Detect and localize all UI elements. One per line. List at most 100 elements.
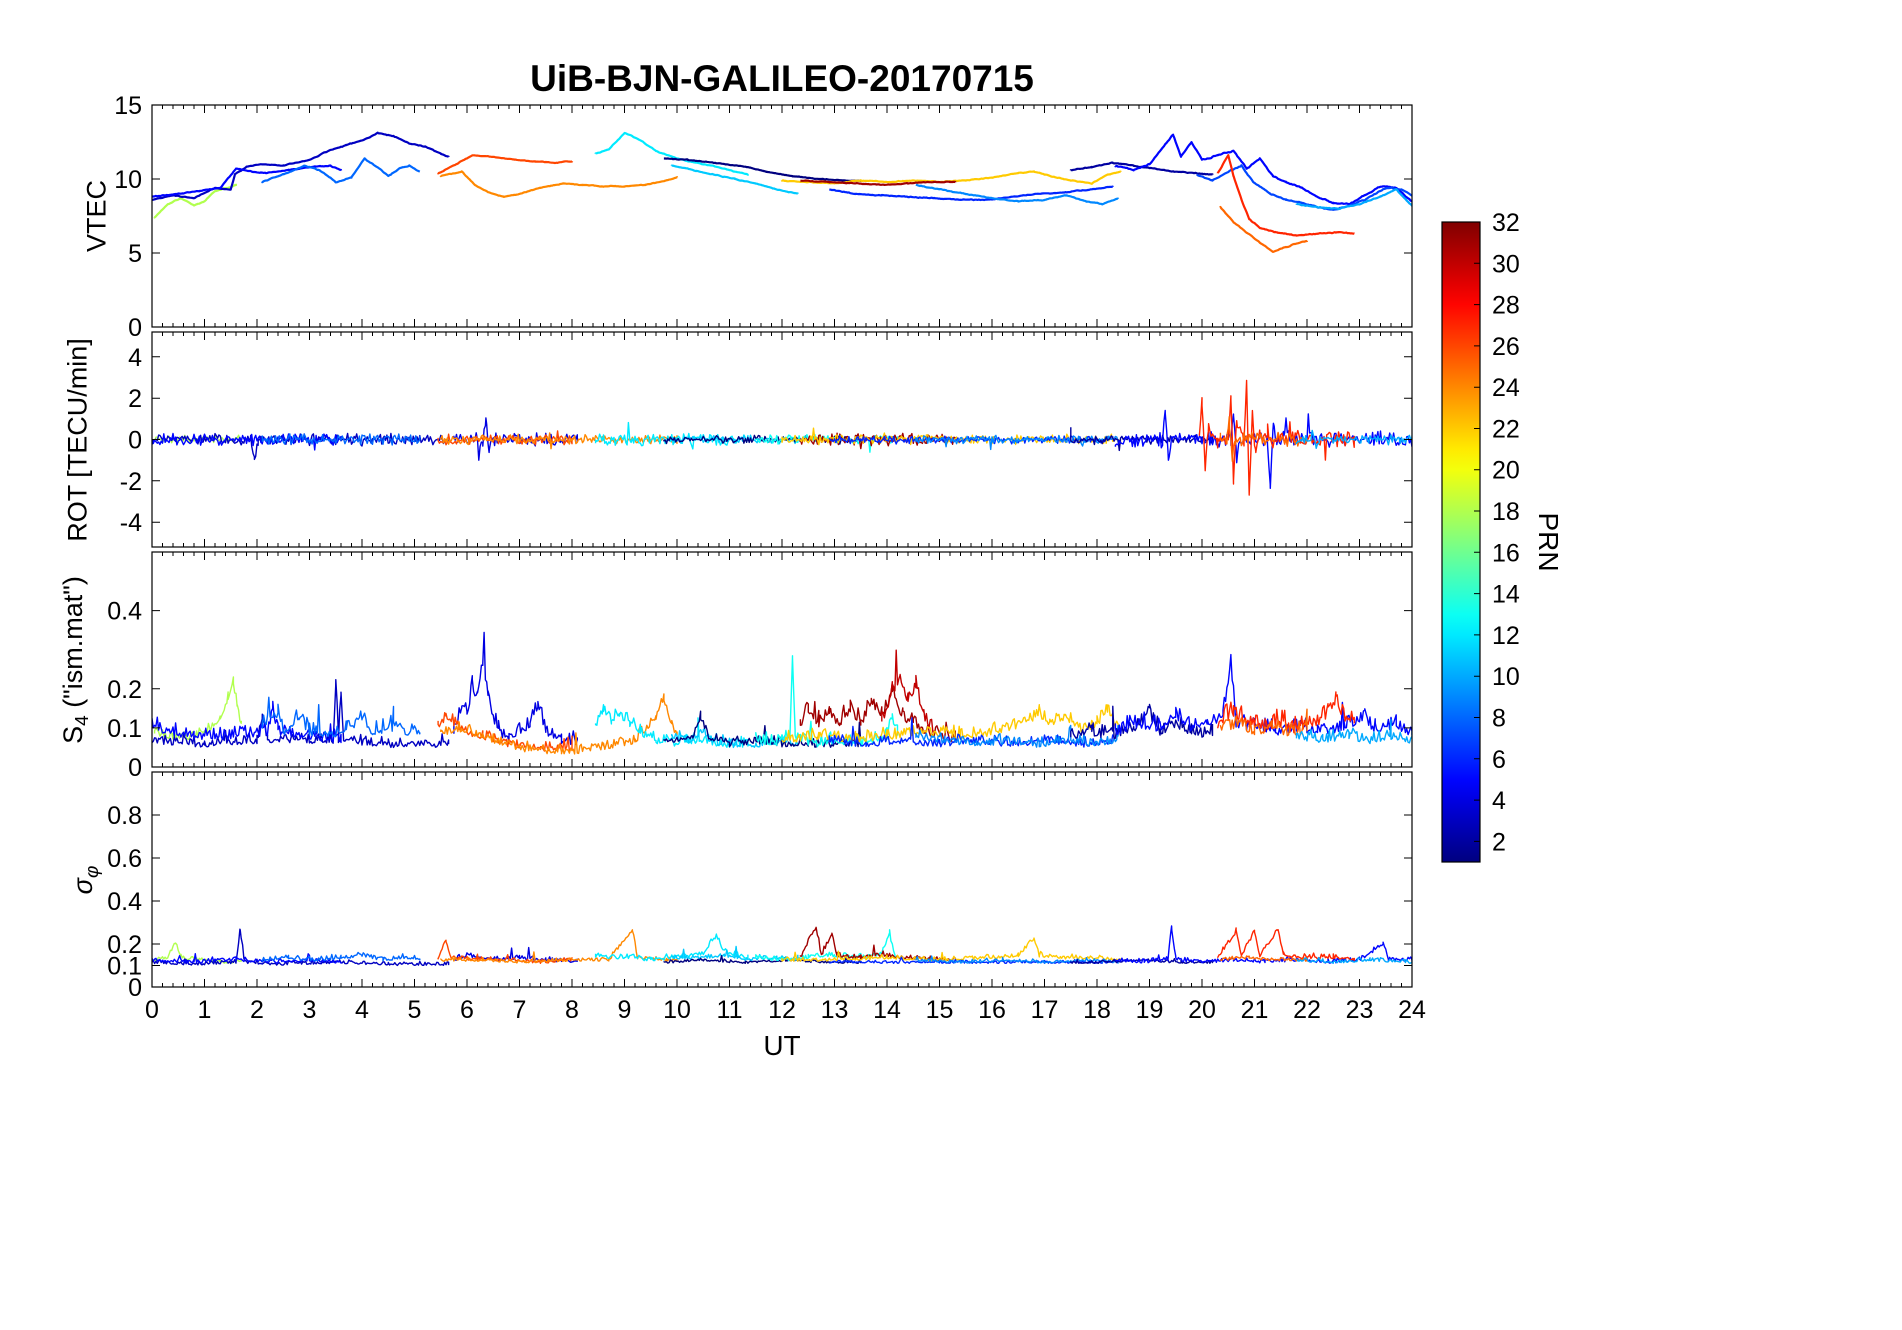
series-prn-25 bbox=[1219, 205, 1309, 253]
panel-border-rot bbox=[151, 331, 1413, 548]
colorbar-tick-label: 12 bbox=[1492, 622, 1520, 650]
panel-border-vtec bbox=[151, 104, 1413, 328]
x-tick-label: 15 bbox=[926, 996, 954, 1024]
x-tick-label: 1 bbox=[198, 996, 212, 1024]
x-tick-label: 10 bbox=[663, 996, 691, 1024]
x-tick-label: 6 bbox=[460, 996, 474, 1024]
colorbar-tick-label: 2 bbox=[1492, 828, 1506, 856]
series-prn-10 bbox=[1295, 188, 1412, 211]
panel-rot-series bbox=[152, 379, 1412, 496]
x-tick-label: 13 bbox=[821, 996, 849, 1024]
series-prn-24 bbox=[439, 170, 679, 198]
colorbar-tick-label: 10 bbox=[1492, 663, 1520, 691]
series-prn-5 bbox=[152, 164, 343, 198]
series-prn-9 bbox=[915, 955, 1119, 964]
colorbar-label-prn: PRN bbox=[1533, 512, 1564, 572]
ylabel-vtec-text: VTEC bbox=[81, 179, 112, 253]
series-prn-9 bbox=[915, 724, 1119, 748]
y-tick-label: 2 bbox=[128, 385, 142, 413]
x-tick-label: 19 bbox=[1136, 996, 1164, 1024]
x-tick-label: 0 bbox=[145, 996, 159, 1024]
panel-border-sigma bbox=[151, 771, 1413, 988]
x-tick-label: 9 bbox=[618, 996, 632, 1024]
x-tick-label: 23 bbox=[1346, 996, 1374, 1024]
series-prn-27 bbox=[1217, 927, 1355, 962]
series-prn-3 bbox=[152, 679, 450, 749]
ylabel-rot: ROT [TECU/min] bbox=[63, 338, 94, 542]
xlabel-ut: UT bbox=[763, 1030, 801, 1061]
series-prn-25 bbox=[1219, 955, 1308, 962]
y-tick-label: -4 bbox=[120, 509, 142, 537]
y-tick-label: 5 bbox=[128, 240, 142, 268]
y-tick-label: 0.1 bbox=[107, 715, 142, 743]
panel-vtec-series bbox=[152, 131, 1412, 253]
x-tick-label: 14 bbox=[873, 996, 901, 1024]
series-prn-25 bbox=[1219, 416, 1308, 462]
x-tick-label: 5 bbox=[408, 996, 422, 1024]
series-prn-12 bbox=[594, 421, 749, 450]
colorbar-tick-label: 22 bbox=[1492, 415, 1520, 443]
colorbar-tick-label: 4 bbox=[1492, 787, 1506, 815]
x-tick-label: 8 bbox=[565, 996, 579, 1024]
series-prn-30 bbox=[881, 649, 935, 733]
colorbar-tick-label: 30 bbox=[1492, 250, 1520, 278]
series-prn-1 bbox=[663, 157, 862, 182]
series-prn-4 bbox=[453, 631, 578, 746]
series-prn-13 bbox=[755, 929, 896, 962]
ylabel-rot-text: ROT [TECU/min] bbox=[62, 338, 93, 542]
series-prn-31 bbox=[799, 682, 956, 743]
y-tick-label: 0 bbox=[128, 754, 142, 782]
x-tick-label: 7 bbox=[513, 996, 527, 1024]
panel-s4-series bbox=[152, 631, 1412, 755]
series-prn-6 bbox=[829, 185, 1114, 202]
panel-sigma-series bbox=[152, 925, 1412, 967]
axis-ticks bbox=[151, 104, 1413, 328]
series-prn-2 bbox=[1069, 161, 1214, 176]
y-tick-label: 0.2 bbox=[107, 676, 142, 704]
colorbar-ticks bbox=[1474, 221, 1480, 842]
series-prn-10 bbox=[1295, 719, 1412, 745]
x-tick-label: 12 bbox=[768, 996, 796, 1024]
series-prn-11 bbox=[670, 164, 799, 195]
series-prn-22 bbox=[781, 937, 1122, 962]
ylabel-sigma-main: σ bbox=[67, 878, 98, 895]
y-tick-label: 0.1 bbox=[107, 953, 142, 981]
x-tick-label: 16 bbox=[978, 996, 1006, 1024]
y-tick-label: 4 bbox=[128, 344, 142, 372]
series-prn-5 bbox=[1114, 409, 1412, 489]
y-tick-label: 0.4 bbox=[107, 888, 142, 916]
colorbar-tick-label: 28 bbox=[1492, 292, 1520, 320]
y-tick-label: 0.6 bbox=[107, 845, 142, 873]
series-prn-31 bbox=[800, 179, 957, 186]
colorbar-tick-label: 20 bbox=[1492, 457, 1520, 485]
ylabel-s4-sub: 4 bbox=[72, 715, 94, 726]
panel-border-s4 bbox=[151, 551, 1413, 768]
series-prn-11 bbox=[671, 945, 799, 962]
series-prn-3 bbox=[152, 928, 450, 967]
y-tick-label: 0 bbox=[128, 427, 142, 455]
x-tick-label: 21 bbox=[1241, 996, 1269, 1024]
chart-title: UiB-BJN-GALILEO-20170715 bbox=[530, 58, 1034, 99]
colorbar-tick-label: 8 bbox=[1492, 704, 1506, 732]
ylabel-sigma-phi: σφ bbox=[68, 866, 104, 895]
series-prn-10 bbox=[1295, 429, 1412, 449]
y-tick-label: 10 bbox=[114, 166, 142, 194]
series-prn-4 bbox=[453, 946, 578, 963]
series-prn-9 bbox=[915, 183, 1120, 206]
colorbar-tick-label: 16 bbox=[1492, 539, 1520, 567]
series-prn-27 bbox=[1217, 691, 1355, 734]
y-tick-label: 0.4 bbox=[107, 598, 142, 626]
y-tick-label: 0 bbox=[128, 314, 142, 342]
series-prn-8 bbox=[261, 951, 421, 962]
ylabel-s4-main: S bbox=[57, 725, 88, 744]
colorbar-tick-label: 6 bbox=[1492, 746, 1506, 774]
series-prn-27 bbox=[1216, 154, 1356, 237]
series-prn-5 bbox=[1114, 925, 1412, 964]
ylabel-sigma-sub: φ bbox=[82, 865, 104, 879]
x-tick-label: 22 bbox=[1293, 996, 1321, 1024]
series-prn-18 bbox=[153, 676, 242, 741]
x-tick-label: 18 bbox=[1083, 996, 1111, 1024]
y-tick-label: 15 bbox=[114, 92, 142, 120]
y-tick-label: -2 bbox=[120, 468, 142, 496]
